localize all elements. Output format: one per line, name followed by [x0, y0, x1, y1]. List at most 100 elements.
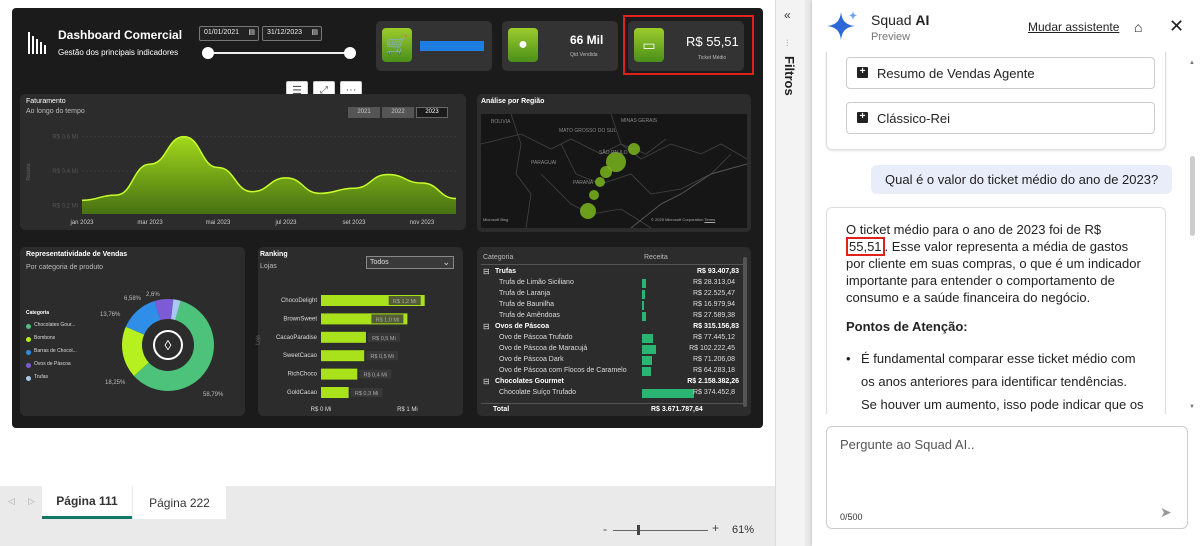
table-row[interactable]: ⊟ Ovos de Páscoa R$ 315.156,83 — [481, 322, 743, 333]
pie-label: 58,79% — [203, 392, 224, 398]
ranking-card: Ranking Lojas Todos ⌄ ChocoDelight R$ 1,2… — [256, 247, 463, 416]
prev-page-icon[interactable]: ◁ — [8, 496, 15, 506]
sparkle-icon — [824, 9, 858, 43]
kpi-card-quantity: ● 66 Mil Qtd Vendida — [502, 21, 618, 71]
ranking-bar — [321, 331, 366, 343]
ranking-bar — [321, 313, 408, 325]
map-bubble[interactable] — [600, 166, 612, 178]
date-start-input[interactable]: 01/01/2021 ▤ — [199, 26, 259, 41]
legend-dot — [26, 350, 31, 355]
scroll-up-icon[interactable]: ▲ — [1189, 60, 1195, 66]
store-filter-dropdown[interactable]: Todos ⌄ — [366, 256, 454, 269]
table-data-bar — [642, 356, 652, 365]
table-cell-category: Ovo de Páscoa Trufado — [499, 334, 573, 341]
table-data-bar — [642, 279, 646, 288]
gift-icon[interactable]: ⌂ — [1134, 19, 1143, 35]
ranking-store-label: ChocoDelight — [281, 298, 317, 304]
year-button-2022[interactable]: 2022 — [382, 107, 414, 118]
zoom-in-button[interactable]: + — [712, 521, 720, 535]
kpi-ticket-label: Ticket Médio — [698, 55, 727, 61]
table-row[interactable]: Ovo de Páscoa Dark R$ 71.206,08 — [481, 355, 743, 366]
close-icon[interactable]: ✕ — [1169, 16, 1185, 36]
chat-input[interactable]: Pergunte ao Squad AI.. 0/500 ➤ — [826, 426, 1188, 529]
table-total-value: R$ 3.671.787,64 — [651, 406, 703, 413]
zoom-slider[interactable] — [613, 530, 708, 531]
y-axis-label: Receita — [26, 163, 32, 180]
map-label: MINAS GERAIS — [621, 118, 658, 124]
table-row[interactable]: ⊟ Trufas R$ 93.407,83 — [481, 267, 743, 278]
date-end-input[interactable]: 31/12/2023 ▤ — [262, 26, 322, 41]
collapse-icon[interactable]: ⊟ — [483, 322, 490, 331]
area-line — [81, 135, 457, 201]
suggestion-button[interactable]: + Clássico-Rei — [846, 102, 1155, 134]
ranking-label-bg — [367, 332, 400, 342]
suggestion-button[interactable]: + Resumo de Vendas Agente — [846, 57, 1155, 89]
y-tick-label: R$ 0,2 Mi — [52, 203, 78, 209]
ranking-label-bg — [366, 351, 399, 361]
table-data-bar — [642, 345, 657, 354]
pie-slice — [133, 300, 214, 391]
scroll-down-icon[interactable]: ▼ — [1189, 404, 1195, 410]
tab-pagina-111[interactable]: Página 111 — [42, 486, 132, 519]
zoom-out-button[interactable]: - — [603, 522, 607, 536]
table-cell-revenue: R$ 28.313,04 — [692, 279, 735, 286]
table-row[interactable]: ⊟ Chocolates Gourmet R$ 2.158.382,26 — [481, 377, 743, 388]
tab-pagina-222[interactable]: Página 222 — [133, 486, 226, 519]
ranking-store-label: BrownSweet — [283, 316, 317, 322]
send-icon[interactable]: ➤ — [1160, 504, 1172, 520]
date-slider[interactable] — [207, 52, 352, 54]
legend-dot — [26, 376, 31, 381]
collapse-icon[interactable]: ⊟ — [483, 377, 490, 386]
zoom-slider-thumb[interactable] — [637, 525, 640, 535]
table-row[interactable]: Ovo de Páscoa Trufado R$ 77.445,12 — [481, 333, 743, 344]
assistant-name: Squad AI — [871, 12, 930, 28]
chat-area: + Resumo de Vendas Agente + Clássico-Rei Q… — [812, 52, 1200, 414]
table-cell-revenue: R$ 374.452,8 — [692, 389, 735, 396]
table-scrollbar[interactable] — [743, 257, 747, 407]
ranking-axis-tick: R$ 0 Mi — [311, 407, 332, 413]
table-row[interactable]: Ovo de Páscoa de Maracujá R$ 102.222,45 — [481, 344, 743, 355]
chevron-down-icon: ⌄ — [442, 257, 450, 267]
table-cell-category: Ovo de Páscoa com Flocos de Caramelo — [499, 367, 627, 374]
slider-handle-start[interactable] — [202, 47, 214, 59]
table-data-bar — [642, 367, 651, 376]
map-bubble[interactable] — [589, 190, 599, 200]
map-bubble[interactable] — [606, 152, 626, 172]
change-assistant-link[interactable]: Mudar assistente — [1028, 20, 1120, 34]
zoom-level: 61% — [732, 524, 755, 536]
table-row[interactable]: Trufa de Limão Siciliano R$ 28.313,04 — [481, 278, 743, 289]
table-row[interactable]: Chocolate Suíço Trufado R$ 374.452,8 — [481, 388, 743, 399]
table-cell-category: Trufa de Baunilha — [499, 301, 554, 308]
table-cell-revenue: R$ 16.979,94 — [692, 301, 735, 308]
next-page-icon[interactable]: ▷ — [28, 496, 35, 506]
table-cell-category: Trufa de Limão Siciliano — [499, 279, 574, 286]
year-button-2021[interactable]: 2021 — [348, 107, 380, 118]
map-bubble[interactable] — [580, 203, 596, 219]
faturamento-title: Faturamento — [26, 98, 66, 105]
year-button-2023[interactable]: 2023 — [416, 107, 448, 118]
terms-link[interactable]: Terms — [704, 217, 716, 222]
table-row[interactable]: Ovo de Páscoa com Flocos de Caramelo R$ 6… — [481, 366, 743, 377]
table-cell-revenue: R$ 102.222,45 — [689, 345, 735, 352]
ranking-axis-tick: R$ 1 Mi — [397, 407, 418, 413]
table-header-revenue[interactable]: Receita — [644, 254, 668, 261]
collapse-chevron-icon[interactable]: « — [784, 8, 791, 22]
collapse-icon[interactable]: ⊟ — [483, 267, 490, 276]
pie-label: 6,58% — [124, 296, 142, 302]
filters-pane-collapsed[interactable]: « ⫶ Filtros — [775, 0, 805, 546]
pie-slice — [121, 326, 149, 376]
chat-scrollbar[interactable] — [1190, 156, 1195, 236]
table-row[interactable]: Trufa de Baunilha R$ 16.979,94 — [481, 300, 743, 311]
ranking-value-label: R$ 0,5 Mi — [370, 354, 394, 360]
table-row[interactable]: Trufa de Laranja R$ 22.525,47 — [481, 289, 743, 300]
table-cell-revenue: R$ 77.445,12 — [692, 334, 735, 341]
map-area[interactable]: BOLIVIA MATO GROSSO DO SUL MINAS GERAIS … — [481, 114, 747, 228]
x-tick-label: jul 2023 — [274, 220, 297, 226]
table-header-category[interactable]: Categoria — [483, 254, 514, 261]
ranking-title: Ranking — [260, 251, 288, 258]
map-bubble[interactable] — [595, 177, 605, 187]
table-row[interactable]: Trufa de Amêndoas R$ 27.589,38 — [481, 311, 743, 322]
map-bubble[interactable] — [628, 143, 640, 155]
map-copyright: © 2025 Microsoft Corporation Terms — [651, 217, 716, 222]
slider-handle-end[interactable] — [344, 47, 356, 59]
